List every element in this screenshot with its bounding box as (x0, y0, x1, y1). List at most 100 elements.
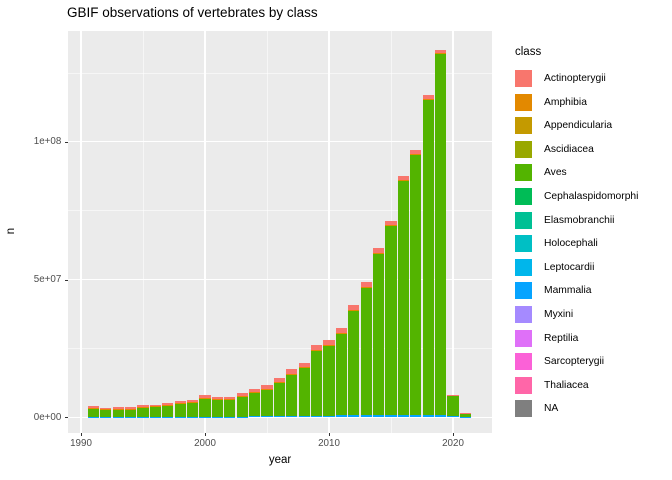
legend-item-label: Actinopterygii (544, 73, 606, 84)
chart-title: GBIF observations of vertebrates by clas… (67, 5, 318, 20)
bar-segment-amphibia-2015 (385, 225, 397, 227)
bar-segment-amphibia-2017 (410, 154, 422, 156)
bar-segment-actinopterygii-2017 (410, 150, 422, 154)
bar-segment-actinopterygii-2002 (224, 396, 236, 400)
bar-segment-actinopterygii-2001 (211, 396, 223, 400)
legend-item-na: NA (515, 400, 665, 418)
bar-segment-actinopterygii-2016 (397, 175, 409, 180)
bar-segment-aves-2000 (199, 398, 211, 417)
bar-segment-mammalia-2012 (348, 415, 360, 418)
legend-item-label: Holocephali (544, 238, 598, 250)
bar-segment-aves-2017 (410, 155, 422, 415)
legend-item-ascidiacea: Ascidiacea (515, 140, 665, 158)
bar-segment-mammalia-2015 (385, 414, 397, 418)
bar-segment-mammalia-2006 (273, 416, 285, 418)
bar-segment-actinopterygii-1999 (187, 399, 199, 402)
bar-segment-amphibia-2010 (323, 344, 335, 346)
x-tick-label: 2000 (194, 438, 216, 449)
legend-key-swatch (515, 258, 532, 276)
legend-key-swatch (515, 211, 532, 229)
bar-segment-amphibia-2006 (273, 381, 285, 383)
y-major-gridline (68, 416, 492, 418)
bar-segment-mammalia-2004 (249, 416, 261, 418)
legend-item-aves: Aves (515, 164, 665, 182)
legend-item-reptilia: Reptilia (515, 329, 665, 347)
bar-segment-aves-2005 (261, 389, 273, 417)
bar-segment-mammalia-2007 (286, 416, 298, 418)
legend-item-label: Thaliacea (544, 379, 589, 391)
legend-item-label: Leptocardii (544, 261, 595, 273)
bar-segment-aves-2004 (249, 392, 261, 417)
bar-segment-actinopterygii-2012 (348, 304, 360, 311)
legend-key-swatch (515, 93, 532, 111)
y-major-gridline (68, 141, 492, 143)
x-tick-label: 2010 (318, 438, 340, 449)
bar-segment-amphibia-2007 (286, 373, 298, 375)
bar-segment-amphibia-2016 (397, 179, 409, 182)
bar-segment-aves-2013 (360, 288, 372, 415)
bar-segment-aves-1991 (87, 407, 99, 418)
bar-segment-mammalia-2017 (410, 414, 422, 418)
x-major-gridline (452, 31, 454, 433)
bar-segment-aves-2011 (335, 334, 347, 416)
bar-segment-aves-1993 (112, 409, 124, 418)
bar-segment-actinopterygii-2003 (236, 393, 248, 396)
x-major-gridline (328, 31, 330, 433)
bar-segment-mammalia-2016 (397, 414, 409, 418)
bar-segment-aves-2003 (236, 396, 248, 417)
bar-segment-actinopterygii-2004 (249, 388, 261, 392)
y-axis-title: n (5, 227, 18, 235)
legend-item-label: NA (544, 403, 559, 415)
legend-item-elasmobranchii: Elasmobranchii (515, 211, 665, 229)
y-tick-label: 5e+07 (33, 274, 62, 286)
bar-segment-aves-2015 (385, 226, 397, 415)
legend-key-swatch (515, 282, 532, 300)
bar-segment-actinopterygii-2015 (385, 220, 397, 226)
bar-segment-actinopterygii-2007 (286, 369, 298, 374)
x-minor-gridline (266, 31, 268, 433)
bar-segment-amphibia-2009 (311, 350, 323, 352)
bar-segment-amphibia-2014 (373, 252, 385, 255)
bar-segment-aves-2021 (459, 413, 471, 418)
bar-segment-mammalia-2010 (323, 415, 335, 418)
bar-segment-actinopterygii-1998 (174, 401, 186, 404)
legend-item-label: Ascidiacea (544, 143, 594, 155)
legend-key-swatch (515, 329, 532, 347)
legend-key-swatch (515, 376, 532, 394)
bar-segment-actinopterygii-1997 (162, 403, 174, 405)
bar-segment-aves-2001 (211, 399, 223, 417)
bar-segment-actinopterygii-2014 (373, 248, 385, 253)
legend-item-holocephali: Holocephali (515, 235, 665, 253)
bar-segment-mammalia-2009 (311, 415, 323, 418)
bar-segment-actinopterygii-1992 (100, 408, 112, 410)
x-major-gridline (80, 31, 82, 433)
y-major-gridline (68, 279, 492, 281)
y-minor-gridline (68, 347, 492, 349)
bar-segment-actinopterygii-2009 (311, 345, 323, 351)
bar-segment-amphibia-2013 (360, 287, 372, 289)
y-tick-mark (65, 417, 68, 419)
bar-segment-aves-2018 (422, 100, 434, 415)
bar-segment-aves-1992 (100, 409, 112, 418)
legend-item-label: Appendicularia (544, 120, 613, 132)
x-major-gridline (204, 31, 206, 433)
bar-segment-mammalia-2014 (373, 414, 385, 418)
bar-segment-aves-1996 (149, 406, 161, 418)
bar-segment-mammalia-2003 (236, 416, 248, 418)
x-tick-label: 1990 (70, 438, 92, 449)
bar-segment-aves-1999 (187, 402, 199, 417)
x-tick-mark (205, 433, 206, 436)
legend-key-swatch (515, 235, 532, 253)
bar-segment-mammalia-2008 (298, 415, 310, 418)
bar-segment-actinopterygii-1991 (87, 406, 99, 408)
legend-item-thaliacea: Thaliacea (515, 376, 665, 394)
y-tick-mark (65, 141, 68, 143)
bar-segment-actinopterygii-2013 (360, 281, 372, 288)
bar-segment-actinopterygii-2005 (261, 385, 273, 389)
y-tick-label: 0e+00 (33, 411, 62, 423)
legend-item-label: Amphibia (544, 96, 587, 108)
legend-key-swatch (515, 164, 532, 182)
bar-segment-actinopterygii-1995 (137, 405, 149, 407)
bar-segment-aves-2014 (373, 254, 385, 415)
